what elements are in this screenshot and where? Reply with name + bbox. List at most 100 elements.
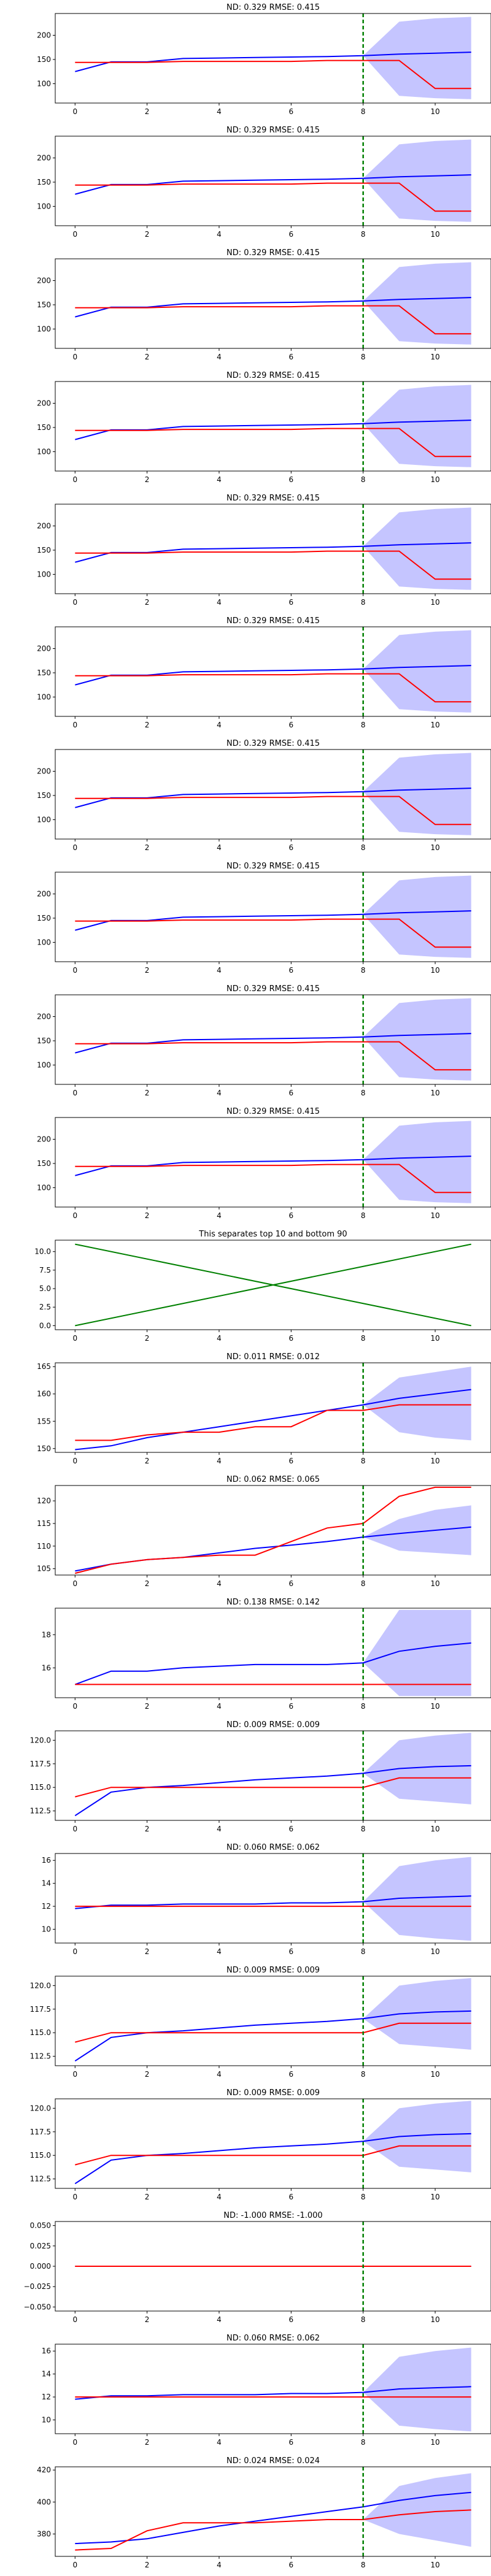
- x-tick-label: 2: [145, 1089, 150, 1097]
- confidence-band: [363, 2101, 471, 2172]
- x-tick-label: 0: [72, 2070, 77, 2079]
- x-tick-label: 4: [217, 1579, 222, 1588]
- x-tick-label: 4: [217, 1334, 222, 1343]
- subplot-19: ND: 0.060 RMSE: 0.062 0 2 4 6 8 10 10 12 14 16: [42, 2334, 491, 2447]
- axes-frame: [55, 1730, 491, 1821]
- y-tick-label: 2.5: [39, 1303, 51, 1311]
- subplot-title: ND: 0.011 RMSE: 0.012: [226, 1352, 320, 1362]
- x-tick-label: 10: [430, 1457, 439, 1465]
- subplot-20: ND: 0.024 RMSE: 0.024 0 2 4 6 8 10 380 400 420: [37, 2456, 491, 2569]
- y-tick-label: 150: [37, 301, 51, 309]
- x-tick-label: 6: [289, 353, 294, 361]
- subplot-title: ND: 0.009 RMSE: 0.009: [226, 1966, 320, 1975]
- x-tick-label: 2: [145, 1702, 150, 1711]
- y-tick-label: 115.0: [30, 2028, 51, 2037]
- plot-area: [74, 1731, 471, 1820]
- subplot-17: ND: 0.009 RMSE: 0.009 0 2 4 6 8 10 112.5 115.0 11…: [30, 2088, 491, 2201]
- subplot-1: ND: 0.329 RMSE: 0.415 0 2 4 6 8 10 100 150 200: [37, 126, 491, 239]
- series-line-1: [75, 1163, 471, 1194]
- x-tick-label: 8: [361, 1579, 366, 1588]
- subplot-4: ND: 0.329 RMSE: 0.415 0 2 4 6 8 10 100 150 200: [37, 494, 491, 607]
- plot-area: [75, 259, 471, 348]
- x-tick-label: 4: [217, 1089, 222, 1097]
- subplot-title: ND: 0.060 RMSE: 0.062: [226, 1843, 320, 1852]
- y-tick-label: 112.5: [30, 2175, 51, 2183]
- x-tick-label: 6: [289, 2070, 294, 2079]
- confidence-band: [363, 1978, 471, 2050]
- y-tick-label: 150: [37, 669, 51, 677]
- x-tick-label: 0: [72, 230, 77, 239]
- series-line-0: [74, 2010, 471, 2062]
- x-tick-label: 0: [72, 721, 77, 729]
- y-tick-label: 14: [42, 2370, 51, 2379]
- x-tick-label: 2: [145, 1211, 150, 1220]
- subplot-title: This separates top 10 and bottom 90: [198, 1230, 347, 1239]
- y-tick-label: 117.5: [30, 2005, 51, 2014]
- series-line-1: [75, 1041, 471, 1071]
- y-tick-label: 100: [37, 202, 51, 210]
- x-tick-label: 6: [289, 107, 294, 116]
- series-line-1: [75, 550, 471, 580]
- y-tick-label: −0.050: [24, 2302, 51, 2311]
- x-tick-label: 0: [72, 1579, 77, 1588]
- x-tick-label: 2: [145, 1579, 150, 1588]
- x-tick-label: 0: [72, 2561, 77, 2569]
- series-line-1: [75, 305, 471, 335]
- x-tick-label: 10: [430, 2070, 439, 2079]
- y-tick-label: 117.5: [30, 2128, 51, 2136]
- x-tick-label: 2: [145, 2070, 150, 2079]
- subplot-title: ND: 0.060 RMSE: 0.062: [226, 2334, 320, 2343]
- subplot-title: ND: 0.329 RMSE: 0.415: [226, 1107, 320, 1116]
- x-tick-label: 4: [217, 966, 222, 975]
- plot-area: [75, 1117, 471, 1207]
- x-tick-label: 2: [145, 2561, 150, 2569]
- confidence-band: [363, 1733, 471, 1804]
- x-tick-label: 8: [361, 1211, 366, 1220]
- x-tick-label: 6: [289, 598, 294, 607]
- subplot-title: ND: 0.329 RMSE: 0.415: [226, 248, 320, 258]
- subplot-3: ND: 0.329 RMSE: 0.415 0 2 4 6 8 10 100 150 200: [37, 371, 491, 484]
- subplot-title: ND: 0.329 RMSE: 0.415: [226, 616, 320, 626]
- y-tick-label: 10.0: [34, 1248, 51, 1256]
- y-tick-label: 100: [37, 1183, 51, 1192]
- x-tick-label: 0: [72, 2315, 77, 2324]
- x-tick-label: 10: [430, 2561, 439, 2569]
- confidence-band: [363, 630, 471, 713]
- x-tick-label: 8: [361, 230, 366, 239]
- x-tick-label: 10: [430, 230, 439, 239]
- x-tick-label: 2: [145, 1947, 150, 1956]
- y-tick-label: −0.025: [24, 2282, 51, 2291]
- y-tick-label: 0.050: [30, 2221, 51, 2230]
- x-tick-label: 8: [361, 475, 366, 484]
- x-tick-label: 2: [145, 475, 150, 484]
- series-line-1: [75, 2509, 471, 2551]
- x-tick-label: 10: [430, 1702, 439, 1711]
- x-tick-label: 0: [72, 107, 77, 116]
- plot-area: [75, 381, 471, 471]
- confidence-band: [363, 753, 471, 835]
- x-tick-label: 2: [145, 598, 150, 607]
- y-tick-label: 420: [37, 2466, 51, 2474]
- y-tick-label: 100: [37, 79, 51, 88]
- y-tick-label: 100: [37, 1060, 51, 1069]
- series-line-0: [74, 1765, 471, 1817]
- axes-frame: [55, 504, 491, 594]
- y-tick-label: 100: [37, 447, 51, 456]
- x-tick-label: 0: [72, 1334, 77, 1343]
- axes-frame: [55, 2098, 491, 2189]
- plot-area: [75, 1243, 471, 1327]
- y-tick-label: 150: [37, 791, 51, 800]
- x-tick-label: 6: [289, 843, 294, 852]
- confidence-band: [363, 875, 471, 958]
- subplot-title: ND: 0.329 RMSE: 0.415: [226, 371, 320, 380]
- x-tick-label: 2: [145, 721, 150, 729]
- y-tick-label: 100: [37, 570, 51, 578]
- y-tick-label: 105: [37, 1565, 51, 1573]
- y-tick-label: 18: [42, 1630, 51, 1639]
- x-tick-label: 6: [289, 1702, 294, 1711]
- y-tick-label: 100: [37, 938, 51, 946]
- confidence-band: [363, 507, 471, 590]
- subplot-15: ND: 0.060 RMSE: 0.062 0 2 4 6 8 10 10 12 14 16: [42, 1843, 491, 1956]
- y-tick-label: 200: [37, 522, 51, 531]
